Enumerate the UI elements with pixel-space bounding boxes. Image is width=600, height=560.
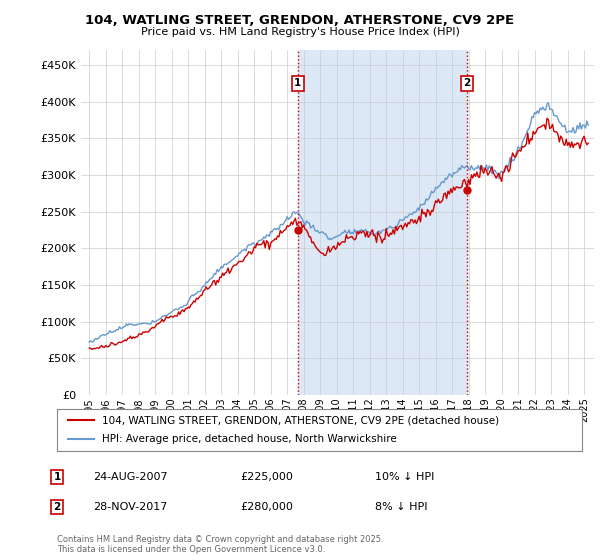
Text: 104, WATLING STREET, GRENDON, ATHERSTONE, CV9 2PE (detached house): 104, WATLING STREET, GRENDON, ATHERSTONE… bbox=[101, 415, 499, 425]
Bar bbox=[298, 50, 467, 395]
Text: £225,000: £225,000 bbox=[240, 472, 293, 482]
Text: 2: 2 bbox=[53, 502, 61, 512]
Text: 8% ↓ HPI: 8% ↓ HPI bbox=[375, 502, 427, 512]
Text: 2: 2 bbox=[464, 78, 471, 88]
Text: 24-AUG-2007: 24-AUG-2007 bbox=[93, 472, 167, 482]
Text: 28-NOV-2017: 28-NOV-2017 bbox=[93, 502, 167, 512]
Text: 10% ↓ HPI: 10% ↓ HPI bbox=[375, 472, 434, 482]
Text: 1: 1 bbox=[294, 78, 302, 88]
Text: 104, WATLING STREET, GRENDON, ATHERSTONE, CV9 2PE: 104, WATLING STREET, GRENDON, ATHERSTONE… bbox=[85, 14, 515, 27]
Text: 1: 1 bbox=[53, 472, 61, 482]
Text: £280,000: £280,000 bbox=[240, 502, 293, 512]
Text: Price paid vs. HM Land Registry's House Price Index (HPI): Price paid vs. HM Land Registry's House … bbox=[140, 27, 460, 37]
Text: HPI: Average price, detached house, North Warwickshire: HPI: Average price, detached house, Nort… bbox=[101, 435, 397, 445]
Text: Contains HM Land Registry data © Crown copyright and database right 2025.
This d: Contains HM Land Registry data © Crown c… bbox=[57, 535, 383, 554]
